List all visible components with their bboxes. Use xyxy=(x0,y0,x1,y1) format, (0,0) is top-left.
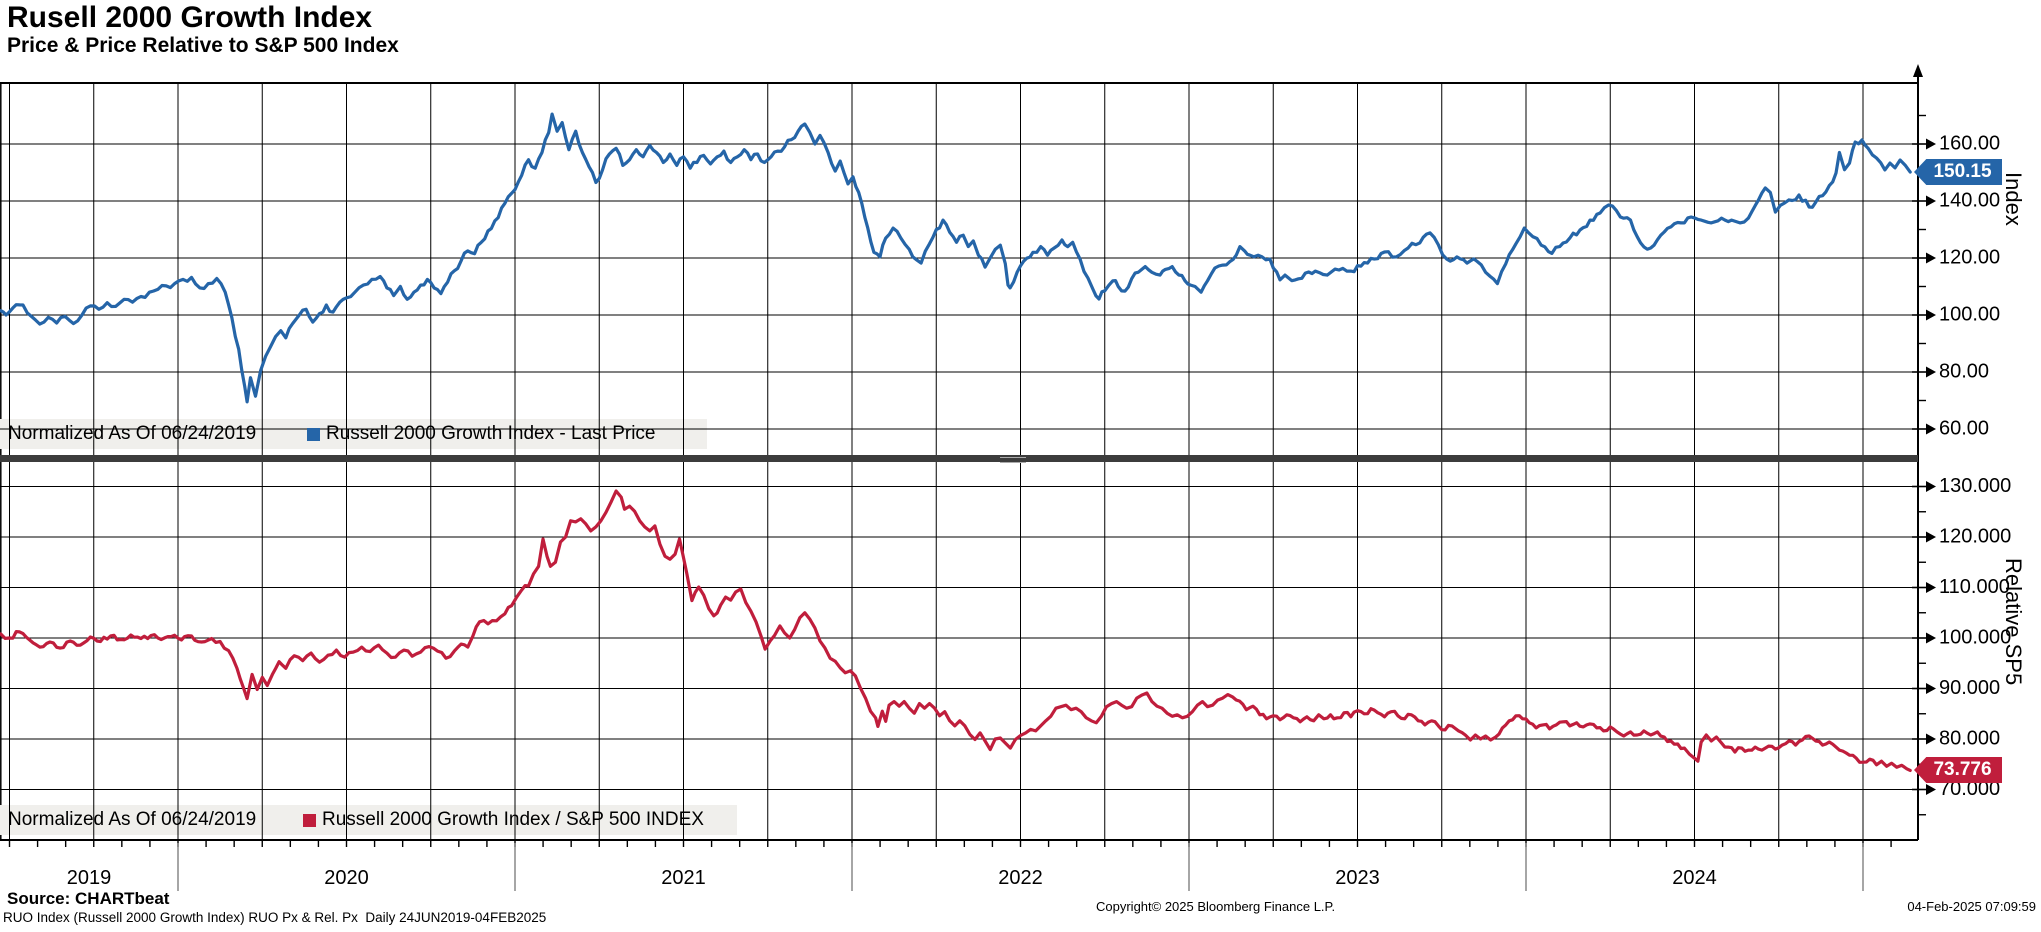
svg-text:80.00: 80.00 xyxy=(1939,360,1989,382)
y-axis-title-relative: Relative SP5 xyxy=(2001,558,2026,686)
page-subtitle: Price & Price Relative to S&P 500 Index xyxy=(7,34,399,57)
svg-text:2024: 2024 xyxy=(1672,867,1717,889)
svg-text:2022: 2022 xyxy=(998,867,1043,889)
page-title: Rusell 2000 Growth Index xyxy=(7,1,373,34)
last-price-badge-relative: 73.776 xyxy=(1914,757,2002,783)
top-panel-legend: Normalized As Of 06/24/2019 Russell 2000… xyxy=(0,419,707,449)
bottom-panel-legend: Normalized As Of 06/24/2019 Russell 2000… xyxy=(0,805,737,835)
blue-series-swatch-icon xyxy=(307,428,320,441)
svg-text:2021: 2021 xyxy=(661,867,706,889)
blue-series-label: Russell 2000 Growth Index - Last Price xyxy=(326,423,656,444)
red-series-label: Russell 2000 Growth Index / S&P 500 INDE… xyxy=(322,809,704,830)
source-label: Source: CHARTbeat xyxy=(7,889,170,908)
divider-grip-icon[interactable] xyxy=(1000,456,1026,463)
y-axis-title-index: Index xyxy=(2001,172,2026,226)
panel-resize-divider[interactable] xyxy=(0,455,1918,462)
red-series-swatch-icon xyxy=(303,814,316,827)
svg-text:100.00: 100.00 xyxy=(1939,303,2000,325)
ticker-description: RUO Index (Russell 2000 Growth Index) RU… xyxy=(3,910,547,925)
svg-text:120.000: 120.000 xyxy=(1939,525,2011,547)
svg-text:70.000: 70.000 xyxy=(1939,778,2000,800)
svg-text:60.00: 60.00 xyxy=(1939,417,1989,439)
timestamp: 04-Feb-2025 07:09:59 xyxy=(1907,899,2036,914)
normalized-note: Normalized As Of 06/24/2019 xyxy=(8,809,257,830)
svg-text:160.00: 160.00 xyxy=(1939,132,2000,154)
svg-text:110.000: 110.000 xyxy=(1939,576,2010,598)
svg-text:100.000: 100.000 xyxy=(1939,626,2011,648)
svg-text:2023: 2023 xyxy=(1335,867,1380,889)
copyright-notice: Copyright© 2025 Bloomberg Finance L.P. xyxy=(1096,899,1336,914)
normalized-note: Normalized As Of 06/24/2019 xyxy=(8,423,257,444)
last-price-badge-index: 150.15 xyxy=(1914,159,2002,185)
svg-text:120.00: 120.00 xyxy=(1939,246,2000,268)
svg-text:90.000: 90.000 xyxy=(1939,677,2000,699)
svg-text:2020: 2020 xyxy=(324,867,369,889)
svg-text:130.000: 130.000 xyxy=(1939,475,2011,497)
svg-text:80.000: 80.000 xyxy=(1939,727,2000,749)
svg-text:2019: 2019 xyxy=(67,867,112,889)
svg-text:140.00: 140.00 xyxy=(1939,189,2000,211)
